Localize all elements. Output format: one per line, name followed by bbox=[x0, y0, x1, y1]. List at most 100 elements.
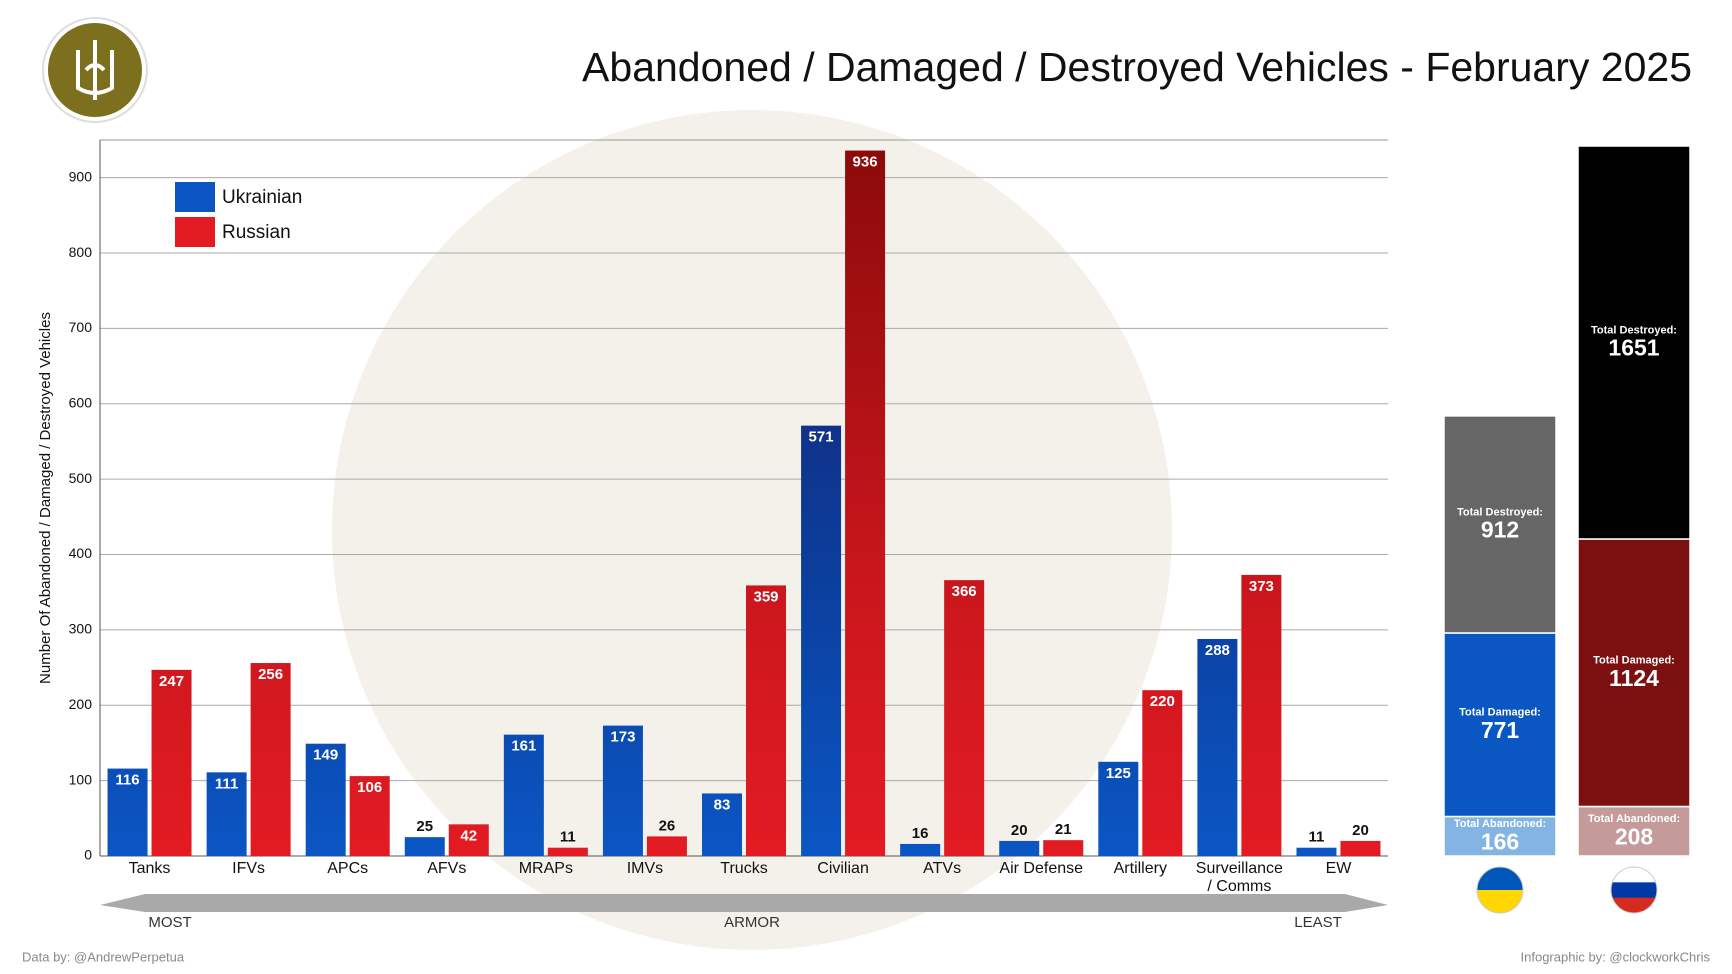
bar bbox=[448, 824, 489, 856]
bar bbox=[151, 669, 192, 856]
stack-segment bbox=[1577, 538, 1691, 808]
flag-border bbox=[1610, 866, 1658, 914]
x-tick-label: Tanks bbox=[128, 860, 171, 877]
stack-segment bbox=[1443, 815, 1557, 857]
x-tick-label: ATVs bbox=[923, 860, 962, 877]
x-tick-label: Trucks bbox=[720, 860, 768, 877]
bar bbox=[503, 734, 544, 856]
x-tick-label: IFVs bbox=[232, 860, 266, 877]
value-label: 359 bbox=[753, 588, 778, 605]
bar bbox=[801, 425, 842, 856]
y-tick-label: 800 bbox=[69, 244, 93, 260]
value-label: 111 bbox=[215, 775, 238, 792]
bar bbox=[646, 836, 687, 856]
value-label: 288 bbox=[1205, 642, 1230, 659]
bar bbox=[702, 793, 742, 856]
credit: Data by: @AndrewPerpetua bbox=[22, 949, 185, 964]
value-label: 116 bbox=[115, 772, 139, 789]
value-label: 42 bbox=[460, 827, 477, 844]
segment-value: 208 bbox=[1615, 823, 1654, 849]
flag-stripe bbox=[1611, 867, 1657, 883]
x-tick-label: Civilian bbox=[817, 860, 869, 877]
bar bbox=[1241, 574, 1282, 856]
credit: Infographic by: @clockworkChris bbox=[1521, 949, 1711, 964]
bar bbox=[404, 837, 445, 856]
segment-name: Total Damaged: bbox=[1593, 655, 1675, 667]
flag bbox=[1477, 867, 1523, 913]
segment-value: 166 bbox=[1481, 828, 1519, 854]
bar bbox=[1098, 761, 1139, 856]
value-label: 106 bbox=[357, 779, 382, 796]
y-tick-label: 600 bbox=[69, 394, 93, 410]
value-label: 247 bbox=[159, 673, 184, 690]
value-label: 26 bbox=[659, 817, 676, 834]
segment-name: Total Destroyed: bbox=[1457, 506, 1543, 518]
y-axis-label: Number Of Abandoned / Damaged / Destroye… bbox=[37, 312, 54, 684]
bar bbox=[999, 840, 1040, 856]
flag-stripe bbox=[1477, 867, 1523, 891]
value-label: 20 bbox=[1352, 822, 1369, 839]
y-tick-label: 900 bbox=[69, 168, 93, 184]
value-label: 20 bbox=[1011, 822, 1028, 839]
y-tick-label: 300 bbox=[69, 621, 93, 637]
value-label: 373 bbox=[1249, 578, 1274, 595]
annotation: LEAST bbox=[1294, 914, 1342, 931]
bar bbox=[1142, 690, 1183, 856]
y-tick-label: 0 bbox=[84, 847, 92, 863]
bar bbox=[602, 725, 643, 856]
value-label: 125 bbox=[1106, 765, 1131, 782]
bar bbox=[1197, 638, 1238, 856]
bar bbox=[349, 776, 390, 856]
bar bbox=[900, 843, 941, 856]
x-tick-label: Surveillance / Comms bbox=[1195, 860, 1283, 895]
value-label: 149 bbox=[313, 747, 338, 764]
value-label: 161 bbox=[511, 738, 536, 755]
segment-value: 1124 bbox=[1609, 665, 1659, 691]
segment-name: Total Abandoned: bbox=[1454, 818, 1546, 830]
flag-border bbox=[1476, 866, 1524, 914]
bar bbox=[1296, 847, 1337, 856]
y-tick-label: 500 bbox=[69, 470, 93, 486]
value-label: 25 bbox=[416, 818, 433, 835]
value-label: 11 bbox=[560, 829, 576, 846]
bar bbox=[305, 743, 346, 856]
stack-segment bbox=[1443, 632, 1557, 818]
x-tick-label: MRAPs bbox=[518, 860, 573, 877]
bar bbox=[107, 768, 148, 856]
y-tick-label: 700 bbox=[69, 319, 93, 335]
x-tick-label: Air Defense bbox=[999, 860, 1084, 877]
segment-name: Total Abandoned: bbox=[1588, 813, 1680, 825]
bar bbox=[206, 772, 247, 856]
x-tick-label: Artillery bbox=[1113, 860, 1167, 877]
flag-stripe bbox=[1477, 890, 1523, 913]
flag bbox=[1611, 867, 1657, 913]
value-label: 83 bbox=[714, 796, 731, 813]
flag-stripe bbox=[1611, 897, 1657, 913]
value-label: 16 bbox=[912, 825, 929, 842]
stack-segment bbox=[1443, 415, 1557, 634]
legend-label: Ukrainian bbox=[222, 187, 302, 208]
legend-label: Russian bbox=[222, 222, 291, 243]
y-tick-label: 400 bbox=[69, 545, 93, 561]
bar bbox=[1340, 840, 1381, 856]
segment-value: 912 bbox=[1481, 517, 1519, 543]
flag-stripe bbox=[1611, 882, 1657, 899]
y-tick-label: 200 bbox=[69, 696, 93, 712]
annotation: ARMOR bbox=[724, 914, 780, 931]
bar bbox=[845, 150, 886, 856]
annotation: MOST bbox=[148, 914, 191, 931]
bar bbox=[1043, 840, 1084, 856]
segment-value: 1651 bbox=[1608, 335, 1659, 361]
value-label: 366 bbox=[952, 583, 977, 600]
y-tick-label: 100 bbox=[69, 771, 93, 787]
segment-value: 771 bbox=[1481, 717, 1520, 743]
segment-name: Total Damaged: bbox=[1459, 707, 1541, 719]
value-label: 256 bbox=[258, 666, 283, 683]
x-tick-label: EW bbox=[1325, 860, 1352, 877]
bar bbox=[547, 847, 588, 856]
x-tick-label: IMVs bbox=[626, 860, 664, 877]
value-label: 21 bbox=[1055, 821, 1072, 838]
value-label: 936 bbox=[853, 154, 878, 171]
emblem-trident bbox=[76, 40, 114, 100]
x-tick-label: APCs bbox=[327, 860, 369, 877]
